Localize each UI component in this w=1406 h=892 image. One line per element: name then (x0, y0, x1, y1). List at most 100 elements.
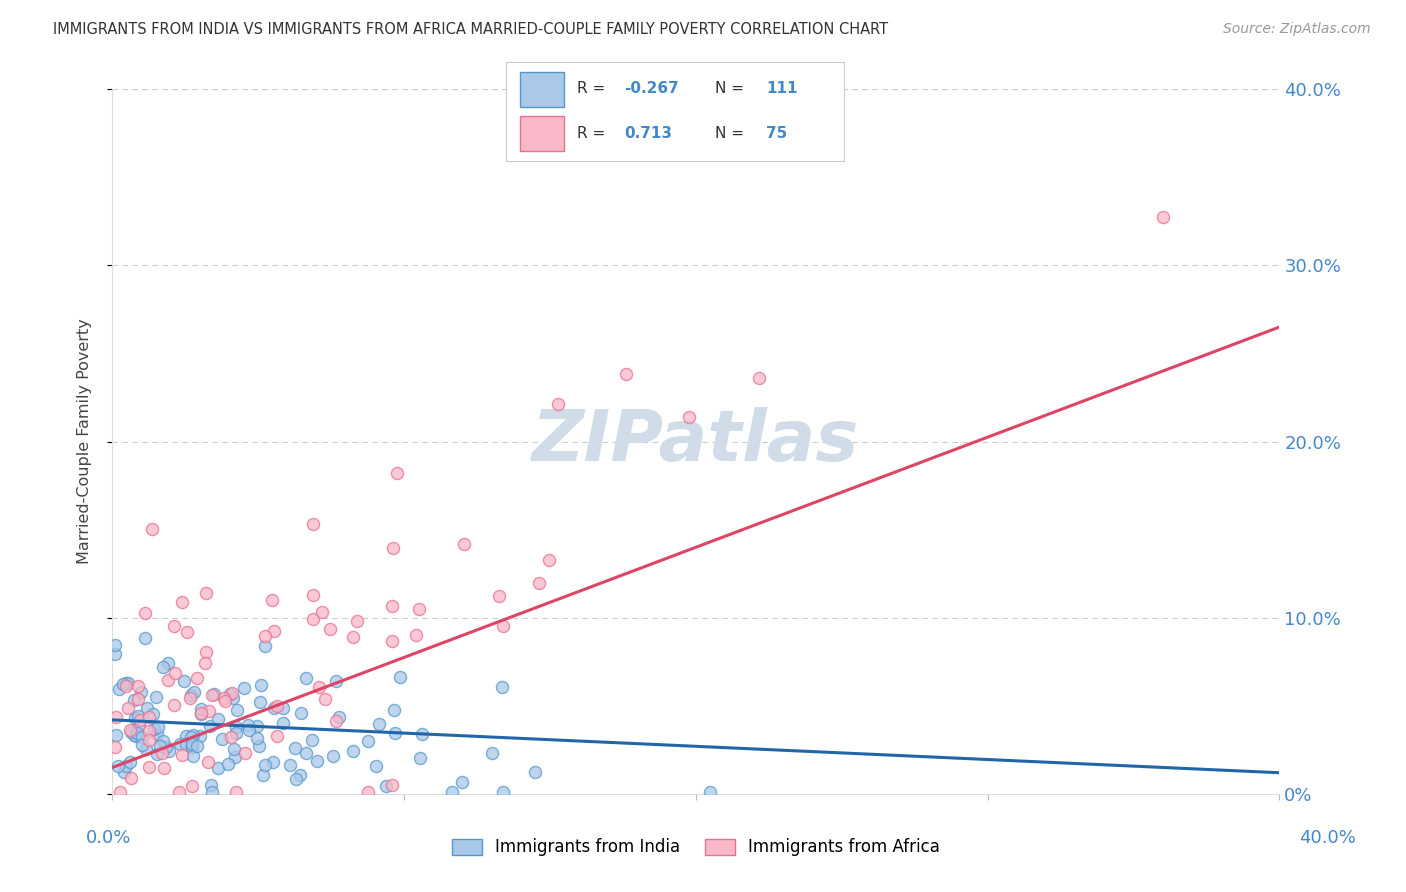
Point (181, 749, 204, 764)
Point (118, 723, 141, 738)
Point (221, 730, 243, 744)
Point (246, 719, 269, 733)
Point (266, 730, 288, 744)
Point (387, 466, 409, 480)
Point (190, 706, 212, 720)
Text: Source: ZipAtlas.com: Source: ZipAtlas.com (1223, 22, 1371, 37)
Point (152, 660, 174, 674)
Text: 0.0%: 0.0% (86, 829, 131, 847)
Point (218, 688, 240, 702)
Point (295, 671, 318, 685)
Point (183, 685, 205, 699)
Point (221, 686, 243, 700)
Point (314, 691, 336, 706)
Point (124, 711, 146, 725)
Point (405, 628, 427, 642)
Point (190, 706, 212, 721)
Point (699, 785, 721, 799)
Point (538, 553, 561, 567)
Point (131, 730, 153, 744)
Point (614, 368, 637, 382)
Point (284, 741, 307, 756)
Bar (520, 72, 564, 107)
Point (290, 706, 312, 721)
Point (523, 764, 546, 779)
Point (491, 680, 513, 694)
Point (115, 679, 138, 693)
Point (135, 742, 157, 756)
Point (302, 588, 325, 602)
Bar (520, 117, 564, 151)
Point (342, 630, 364, 644)
Point (381, 778, 404, 792)
Point (145, 690, 167, 704)
Point (408, 601, 430, 615)
Point (481, 746, 503, 760)
Point (179, 691, 201, 706)
Point (302, 612, 325, 626)
Point (186, 739, 208, 754)
Point (254, 757, 277, 772)
Point (180, 731, 202, 745)
Point (112, 764, 135, 779)
Point (492, 619, 515, 633)
Point (107, 759, 129, 773)
Point (149, 739, 172, 753)
Point (194, 656, 217, 670)
Text: N =: N = (716, 126, 749, 141)
Point (104, 739, 127, 754)
Text: 111: 111 (766, 81, 797, 96)
Point (127, 691, 149, 706)
Point (273, 716, 295, 731)
Point (224, 742, 246, 756)
Point (453, 537, 475, 551)
Point (301, 733, 323, 747)
Point (111, 677, 134, 691)
Point (194, 586, 217, 600)
Point (142, 707, 165, 722)
Point (173, 674, 195, 689)
Point (157, 673, 180, 687)
Point (211, 732, 233, 747)
Point (207, 761, 229, 775)
Point (172, 595, 194, 609)
Point (181, 779, 204, 793)
Point (212, 690, 235, 705)
Point (117, 701, 139, 715)
Point (260, 593, 283, 607)
Point (176, 624, 198, 639)
Point (368, 716, 391, 731)
Point (250, 678, 273, 692)
Point (357, 734, 380, 748)
Point (288, 767, 311, 781)
Text: 40.0%: 40.0% (1299, 829, 1355, 847)
Point (174, 737, 197, 751)
Point (163, 619, 186, 633)
Point (120, 755, 142, 769)
Point (488, 589, 510, 603)
Point (131, 739, 153, 753)
Text: 0.713: 0.713 (624, 126, 672, 141)
Point (295, 747, 318, 761)
Point (201, 785, 224, 799)
Y-axis label: Married-Couple Family Poverty: Married-Couple Family Poverty (77, 318, 91, 565)
Point (138, 724, 160, 739)
Point (253, 629, 276, 643)
Point (167, 785, 190, 799)
Point (138, 710, 160, 724)
Point (120, 771, 142, 785)
Text: ZIPatlas: ZIPatlas (533, 407, 859, 476)
Point (121, 724, 143, 739)
Point (152, 734, 174, 748)
Point (262, 755, 284, 769)
Point (319, 622, 342, 636)
Point (105, 710, 128, 724)
Point (122, 692, 145, 706)
Point (128, 713, 150, 727)
Point (156, 656, 179, 670)
Legend: Immigrants from India, Immigrants from Africa: Immigrants from India, Immigrants from A… (444, 831, 948, 863)
Point (197, 756, 219, 770)
Point (183, 728, 205, 742)
Point (180, 689, 202, 703)
Point (170, 747, 193, 762)
